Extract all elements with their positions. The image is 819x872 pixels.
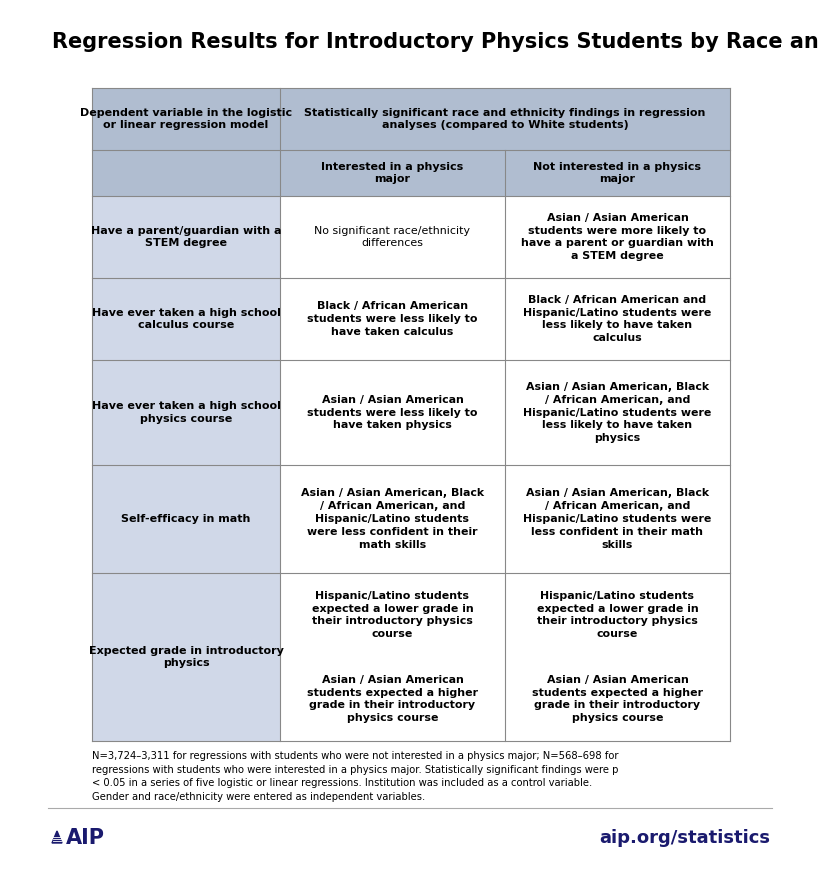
Text: Black / African American
students were less likely to
have taken calculus: Black / African American students were l… [307, 301, 477, 337]
Text: Have a parent/guardian with a
STEM degree: Have a parent/guardian with a STEM degre… [91, 226, 281, 249]
Text: Asian / Asian American, Black
/ African American, and
Hispanic/Latino students w: Asian / Asian American, Black / African … [523, 488, 711, 549]
Bar [92, 150, 729, 196]
Text: Interested in a physics
major: Interested in a physics major [321, 161, 463, 184]
Text: Asian / Asian American, Black
/ African American, and
Hispanic/Latino students
w: Asian / Asian American, Black / African … [301, 488, 483, 549]
Text: aip.org/statistics: aip.org/statistics [598, 829, 769, 847]
Text: Black / African American and
Hispanic/Latino students were
less likely to have t: Black / African American and Hispanic/La… [523, 295, 711, 344]
Bar [92, 573, 279, 741]
Text: No significant race/ethnicity
differences: No significant race/ethnicity difference… [314, 226, 470, 249]
Text: Self-efficacy in math: Self-efficacy in math [121, 514, 251, 524]
Text: Dependent variable in the logistic
or linear regression model: Dependent variable in the logistic or li… [79, 107, 292, 131]
Text: AIP: AIP [66, 828, 105, 848]
Polygon shape [52, 831, 62, 843]
Bar [279, 573, 729, 741]
Bar [279, 465, 729, 573]
Bar [92, 196, 279, 278]
Bar [92, 465, 279, 573]
Bar [279, 196, 729, 278]
Bar [92, 360, 279, 465]
Text: Regression Results for Introductory Physics Students by Race and Ethnicity: Regression Results for Introductory Phys… [52, 32, 819, 52]
Bar [92, 88, 729, 150]
Text: Asian / Asian American
students expected a higher
grade in their introductory
ph: Asian / Asian American students expected… [306, 675, 477, 723]
Text: Asian / Asian American
students were more likely to
have a parent or guardian wi: Asian / Asian American students were mor… [520, 213, 713, 262]
Text: Asian / Asian American
students expected a higher
grade in their introductory
ph: Asian / Asian American students expected… [532, 675, 702, 723]
Text: Statistically significant race and ethnicity findings in regression
analyses (co: Statistically significant race and ethni… [304, 107, 705, 131]
Text: N=3,724–3,311 for regressions with students who were not interested in a physics: N=3,724–3,311 for regressions with stude… [92, 751, 618, 801]
Bar [279, 278, 729, 360]
Bar [279, 360, 729, 465]
Text: Asian / Asian American, Black
/ African American, and
Hispanic/Latino students w: Asian / Asian American, Black / African … [523, 382, 711, 443]
Text: Have ever taken a high school
physics course: Have ever taken a high school physics co… [92, 401, 280, 424]
Text: Expected grade in introductory
physics: Expected grade in introductory physics [88, 645, 283, 669]
Bar [92, 278, 279, 360]
Text: Not interested in a physics
major: Not interested in a physics major [533, 161, 700, 184]
Text: Hispanic/Latino students
expected a lower grade in
their introductory physics
co: Hispanic/Latino students expected a lowe… [536, 591, 698, 639]
Text: Hispanic/Latino students
expected a lower grade in
their introductory physics
co: Hispanic/Latino students expected a lowe… [311, 591, 473, 639]
Text: Asian / Asian American
students were less likely to
have taken physics: Asian / Asian American students were les… [307, 395, 477, 430]
Text: Have ever taken a high school
calculus course: Have ever taken a high school calculus c… [92, 308, 280, 330]
